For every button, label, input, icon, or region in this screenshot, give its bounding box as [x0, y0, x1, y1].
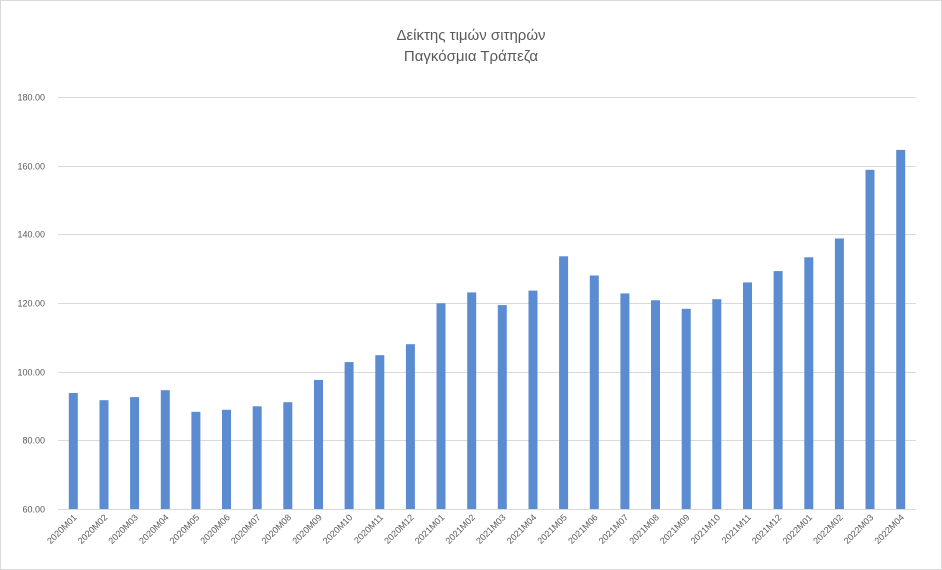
- x-tick-label: 2020M01: [45, 512, 79, 546]
- x-tick-label: 2021M02: [444, 512, 478, 546]
- bar-2022M01: [804, 257, 814, 509]
- x-axis-tick-labels: 2020M012020M022020M032020M042020M052020M…: [45, 512, 906, 546]
- bar-2021M05: [559, 256, 569, 509]
- bar-2020M09: [314, 379, 323, 509]
- x-tick-label: 2022M03: [842, 512, 876, 546]
- bar-2022M03: [865, 169, 875, 510]
- x-tick-label: 2021M10: [689, 512, 723, 546]
- x-tick-label: 2021M01: [413, 512, 447, 546]
- bar-2021M01: [436, 303, 446, 509]
- bar-2020M02: [99, 400, 109, 509]
- x-tick-label: 2022M02: [811, 512, 845, 546]
- x-tick-label: 2020M07: [229, 512, 263, 546]
- x-tick-label: 2021M08: [627, 512, 661, 546]
- bar-2021M02: [467, 292, 477, 509]
- bar-2021M09: [681, 308, 691, 509]
- chart-subtitle: Παγκόσμια Τράπεζα: [403, 48, 539, 65]
- x-tick-label: 2020M12: [382, 512, 416, 546]
- x-tick-label: 2020M09: [290, 512, 324, 546]
- bar-2020M03: [130, 397, 140, 509]
- x-tick-label: 2021M06: [566, 512, 600, 546]
- x-tick-label: 2020M11: [352, 512, 385, 545]
- chart-title: Δείκτης τιμών σιτηρών: [396, 27, 546, 44]
- x-tick-label: 2021M11: [720, 512, 753, 545]
- bar-2021M08: [651, 300, 660, 509]
- bar-2022M04: [896, 149, 906, 509]
- bar-2020M05: [191, 411, 201, 509]
- y-tick-label: 140.00: [17, 230, 45, 240]
- y-axis-tick-labels: 60.00 80.00 100.00 120.00 140.00 160.00 180.00: [17, 93, 45, 515]
- bar-2020M08: [283, 402, 293, 509]
- bar-2020M04: [160, 390, 170, 509]
- x-tick-label: 2021M03: [474, 512, 508, 546]
- bar-2021M11: [743, 282, 752, 509]
- bar-2022M02: [834, 238, 844, 509]
- y-tick-label: 160.00: [17, 162, 45, 172]
- x-tick-label: 2021M07: [597, 512, 631, 546]
- x-tick-label: 2020M10: [321, 512, 355, 546]
- bars: [68, 149, 906, 510]
- bar-2021M07: [620, 293, 630, 509]
- y-tick-label: 100.00: [17, 368, 45, 378]
- bar-2021M12: [773, 271, 783, 509]
- x-tick-label: 2020M08: [260, 512, 294, 546]
- y-tick-label: 180.00: [17, 93, 45, 103]
- bar-2021M10: [712, 299, 722, 509]
- bar-2021M04: [528, 290, 538, 509]
- bar-2020M11: [375, 355, 385, 509]
- x-tick-label: 2020M05: [168, 512, 202, 546]
- bar-2021M03: [497, 305, 507, 509]
- bar-2020M01: [68, 393, 78, 509]
- y-tick-label: 80.00: [22, 436, 45, 446]
- x-tick-label: 2021M12: [750, 512, 784, 546]
- x-tick-label: 2022M04: [873, 512, 907, 546]
- bar-2020M12: [405, 344, 415, 509]
- x-tick-label: 2022M01: [781, 512, 815, 546]
- bar-2020M07: [252, 406, 262, 509]
- x-tick-label: 2020M02: [76, 512, 110, 546]
- x-tick-label: 2021M09: [658, 512, 692, 546]
- gridlines: [58, 97, 916, 510]
- x-tick-label: 2020M04: [137, 512, 171, 546]
- x-tick-label: 2020M06: [198, 512, 232, 546]
- x-tick-label: 2021M05: [535, 512, 569, 546]
- y-tick-label: 60.00: [22, 505, 45, 515]
- bar-2020M10: [344, 362, 354, 509]
- x-tick-label: 2020M03: [106, 512, 140, 546]
- y-tick-label: 120.00: [17, 299, 45, 309]
- chart-title-block: Δείκτης τιμών σιτηρών Παγκόσμια Τράπεζα: [0, 25, 942, 67]
- bar-2020M06: [222, 409, 231, 509]
- bar-2021M06: [589, 275, 599, 509]
- x-tick-label: 2021M04: [505, 512, 539, 546]
